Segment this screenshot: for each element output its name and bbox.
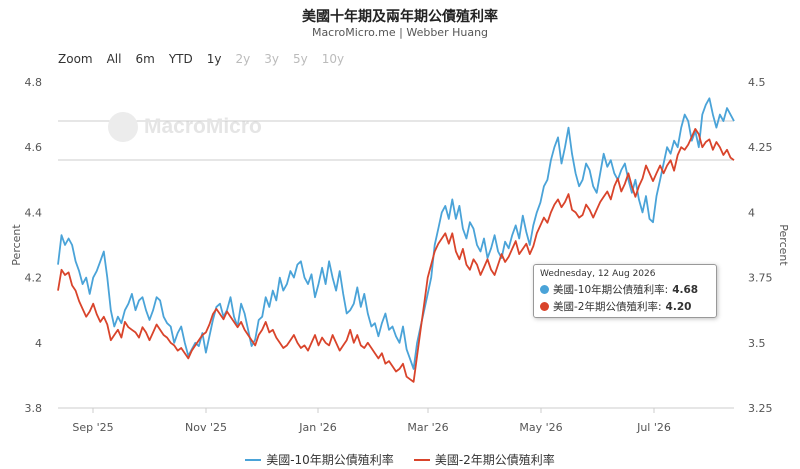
plot-background: [58, 82, 734, 408]
y-right-tick-label: 3.5: [748, 337, 766, 350]
legend-swatch-icon: [245, 458, 262, 461]
tooltip-series-name: 美國-10年期公債殖利率: [553, 284, 665, 296]
tooltip-row-2y: 美國-2年期公債殖利率: 4.20: [540, 299, 710, 314]
range-button-5y[interactable]: 5y: [292, 52, 308, 66]
tooltip: Wednesday, 12 Aug 2026 美國-10年期公債殖利率: 4.6…: [533, 264, 717, 318]
y-right-tick-label: 3.75: [748, 272, 773, 285]
x-tick-label: Nov '25: [185, 421, 227, 434]
tooltip-row-10y: 美國-10年期公債殖利率: 4.68: [540, 282, 710, 297]
legend: 美國-10年期公債殖利率 美國-2年期公債殖利率: [0, 451, 800, 468]
y-right-tick-label: 3.25: [748, 402, 773, 415]
y-right-tick-label: 4.25: [748, 141, 773, 154]
chart-title: 美國十年期及兩年期公債殖利率: [302, 9, 498, 25]
zoom-label: Zoom: [58, 52, 93, 66]
y-left-tick-label: 4: [35, 337, 42, 350]
y-axis-left: 3.8 4 4.2 4.4 4.6 4.8: [25, 76, 43, 415]
range-button-10y[interactable]: 10y: [321, 52, 345, 66]
x-tick-label: Jan '26: [298, 421, 336, 434]
legend-swatch-icon: [413, 458, 430, 461]
legend-label: 美國-10年期公債殖利率: [266, 453, 394, 467]
legend-item-10y[interactable]: 美國-10年期公債殖利率: [245, 451, 394, 468]
y-right-tick-label: 4.5: [748, 76, 766, 89]
range-button-all[interactable]: All: [106, 52, 122, 66]
x-tick-label: Sep '25: [72, 421, 113, 434]
legend-label: 美國-2年期公債殖利率: [434, 453, 555, 467]
y-axis-right: 3.25 3.5 3.75 4 4.25 4.5: [748, 76, 773, 415]
series-dot-icon: [540, 302, 549, 311]
watermark-text: MacroMicro: [144, 115, 262, 138]
range-button-3y[interactable]: 3y: [264, 52, 279, 66]
legend-item-2y[interactable]: 美國-2年期公債殖利率: [413, 451, 555, 468]
y-left-tick-label: 3.8: [25, 402, 43, 415]
series-line-2y[interactable]: [57, 127, 735, 383]
series-group: [57, 97, 735, 383]
x-tick-label: Mar '26: [407, 421, 448, 434]
x-tick-label: May '26: [519, 421, 562, 434]
tooltip-date: Wednesday, 12 Aug 2026: [540, 269, 656, 279]
range-button-1y[interactable]: 1y: [206, 52, 222, 66]
range-button-2y[interactable]: 2y: [235, 52, 251, 66]
tooltip-series-name: 美國-2年期公債殖利率: [553, 301, 658, 313]
y-left-tick-label: 4.4: [25, 206, 43, 219]
watermark: MacroMicro: [108, 112, 262, 142]
series-dot-icon: [540, 285, 549, 294]
macromicro-logo-icon: [108, 112, 138, 142]
x-tick-label: Jul '26: [636, 421, 671, 434]
x-axis-ticks: Sep '25 Nov '25 Jan '26 Mar '26 May '26 Jul '…: [72, 408, 671, 434]
range-selector: Zoom All 6m YTD 1y 2y 3y 5y 10y: [58, 52, 358, 66]
y-right-tick-label: 4: [748, 206, 755, 219]
tooltip-series-value: 4.20: [665, 300, 692, 313]
tooltip-series-value: 4.68: [672, 283, 699, 296]
range-button-ytd[interactable]: YTD: [168, 52, 193, 66]
y-left-tick-label: 4.6: [25, 141, 43, 154]
y-axis-right-title: Percent: [777, 224, 790, 266]
series-line-10y[interactable]: [57, 97, 735, 370]
y-axis-left-title: Percent: [10, 224, 23, 266]
y-left-tick-label: 4.8: [25, 76, 43, 89]
chart-subtitle: MacroMicro.me | Webber Huang: [311, 26, 489, 39]
range-button-6m[interactable]: 6m: [135, 52, 155, 66]
y-left-tick-label: 4.2: [25, 272, 43, 285]
